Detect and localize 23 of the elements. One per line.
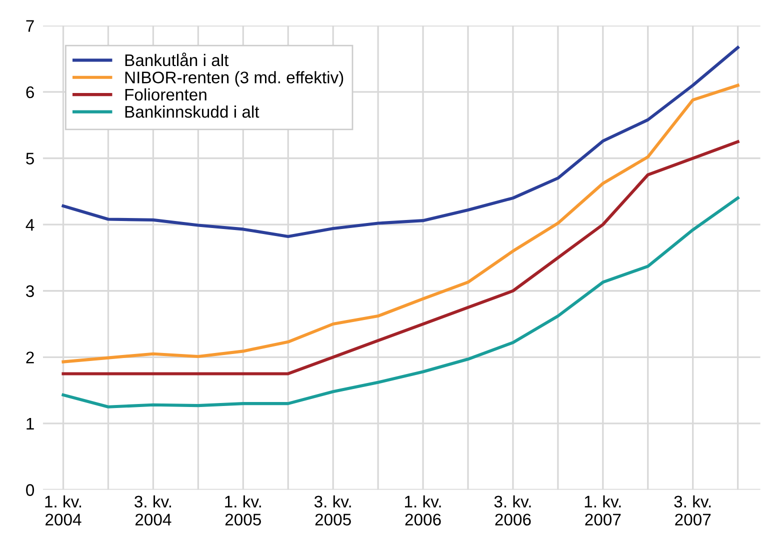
x-tick-label: 3. kv. 2006 bbox=[494, 495, 531, 526]
x-tick-label: 1. kv. 2007 bbox=[584, 495, 621, 526]
x-tick-label: 3. kv. 2007 bbox=[674, 495, 711, 526]
line-series bbox=[62, 196, 740, 408]
line-series bbox=[62, 140, 740, 376]
legend-label: NIBOR-renten (3 md. effektiv) bbox=[125, 71, 344, 87]
x-tick-label: 3. kv. 2004 bbox=[134, 495, 172, 526]
x-tick-label: 1. kv. 2006 bbox=[405, 495, 441, 526]
y-tick-label: 1 bbox=[26, 418, 34, 430]
legend-label: Foliorenten bbox=[125, 88, 206, 101]
y-tick-label: 3 bbox=[26, 285, 34, 298]
y-tick-label: 4 bbox=[26, 219, 34, 231]
x-tick-label: 3. kv. 2005 bbox=[314, 495, 351, 526]
y-tick-label: 2 bbox=[26, 352, 34, 364]
y-tick-label: 6 bbox=[26, 86, 34, 98]
legend-label: Bankutlån i alt bbox=[125, 52, 229, 66]
line-series bbox=[62, 46, 740, 238]
y-tick-label: 5 bbox=[26, 152, 34, 164]
x-tick-label: 1. kv. 2005 bbox=[225, 495, 261, 526]
legend-label: Bankinnskudd i alt bbox=[125, 106, 260, 118]
y-tick-label: 7 bbox=[26, 20, 34, 32]
y-tick-label: 0 bbox=[26, 484, 34, 496]
x-tick-label: 1. kv. 2004 bbox=[45, 495, 82, 526]
